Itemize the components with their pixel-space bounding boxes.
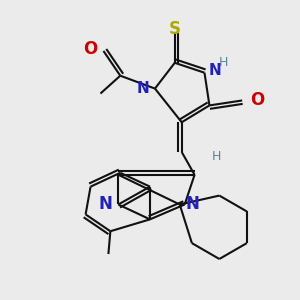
Text: O: O — [250, 92, 264, 110]
Text: N: N — [208, 63, 221, 78]
Text: S: S — [169, 20, 181, 38]
Text: N: N — [98, 196, 112, 214]
Text: N: N — [136, 81, 149, 96]
Text: N: N — [186, 196, 200, 214]
Text: H: H — [212, 150, 221, 164]
Text: O: O — [83, 40, 98, 58]
Text: H: H — [219, 56, 228, 69]
